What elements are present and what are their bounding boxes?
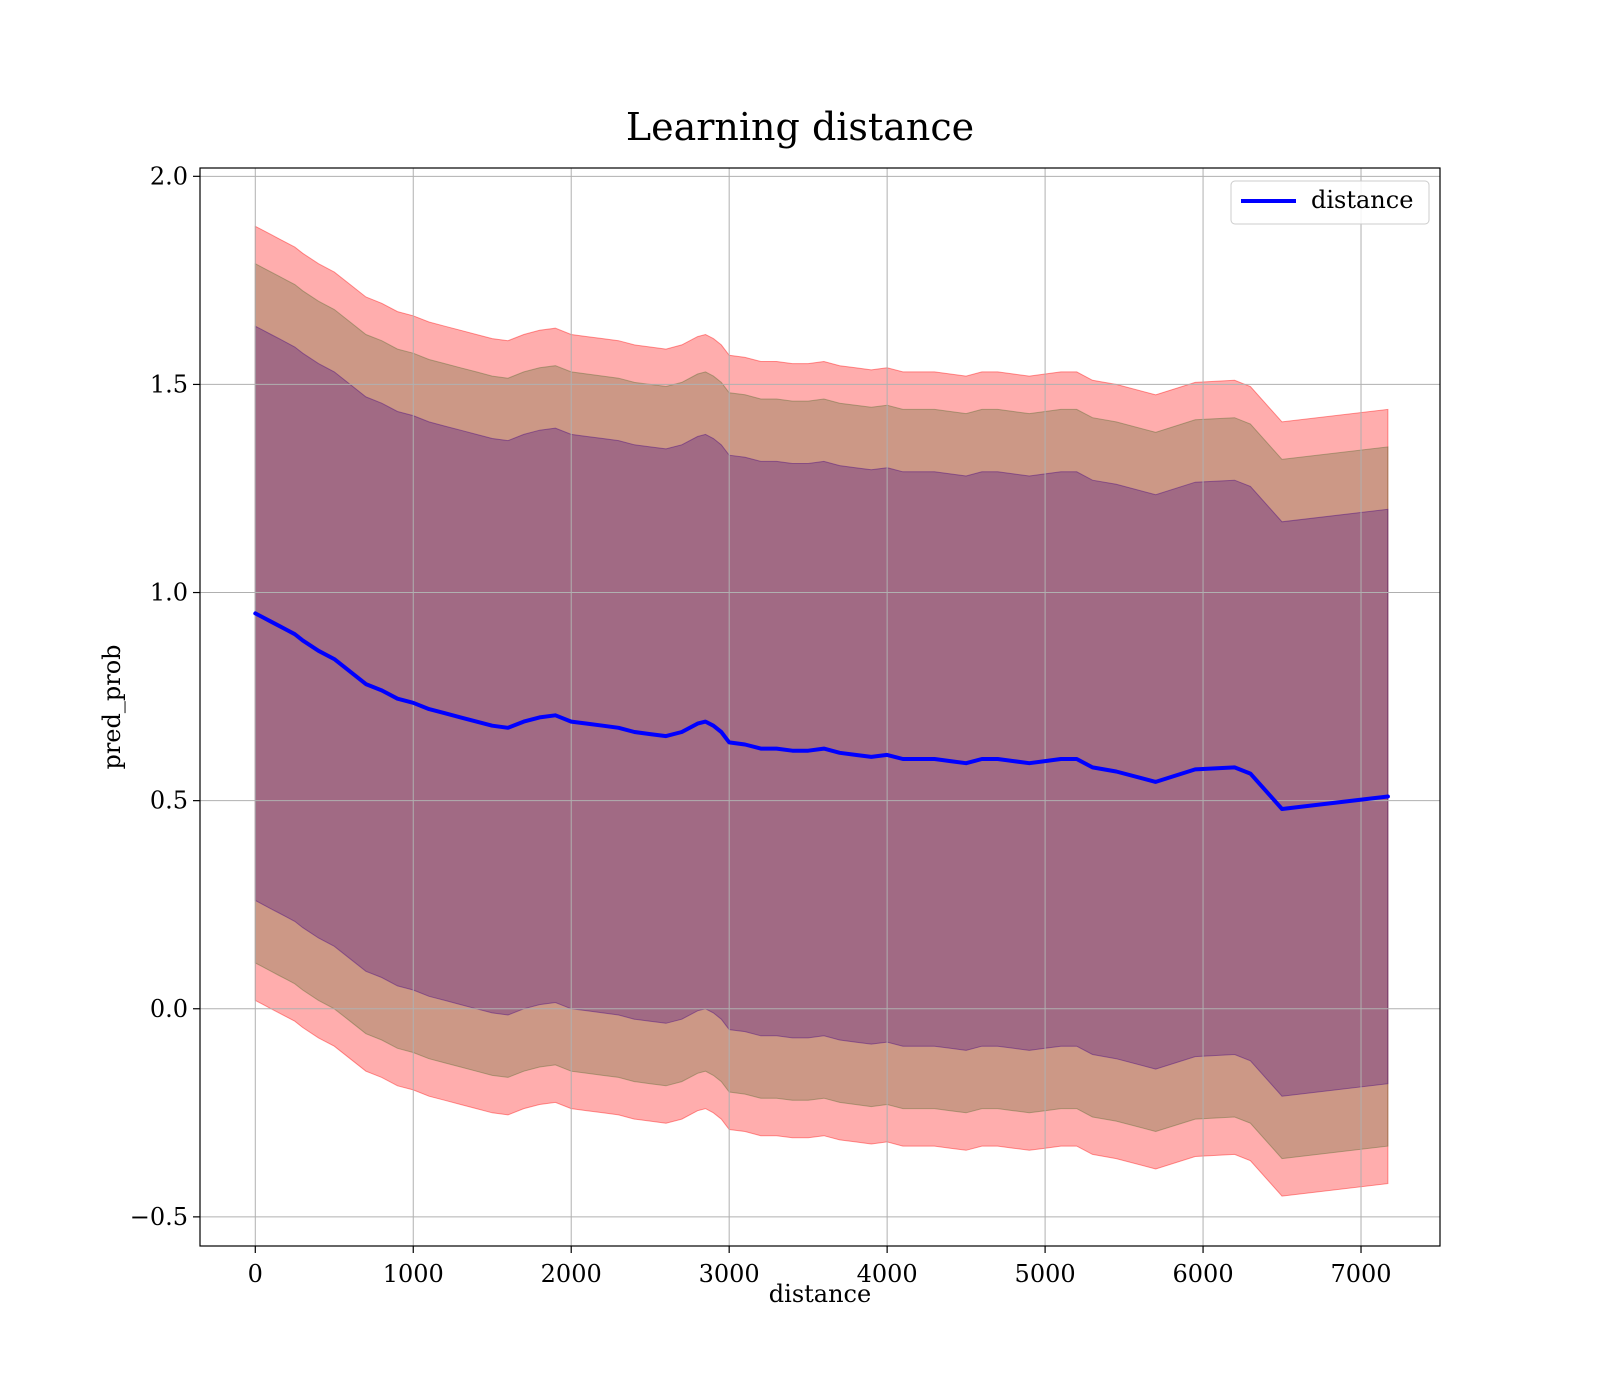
x-axis-label: distance bbox=[769, 1280, 871, 1308]
band-0-2 bbox=[254, 325, 1389, 1097]
legend-label: distance bbox=[1311, 186, 1413, 214]
y-axis-label: pred_prob bbox=[98, 644, 126, 769]
band-0-1 bbox=[254, 262, 1389, 1160]
grid-lines bbox=[200, 168, 1440, 1246]
y-tick-label: 1.0 bbox=[150, 579, 188, 607]
chart-title: Learning distance bbox=[626, 105, 974, 149]
x-tick-label: 3000 bbox=[699, 1260, 760, 1288]
confidence-bands bbox=[254, 225, 1389, 1197]
plot-frame bbox=[199, 167, 1441, 1247]
y-tick-label: 0.0 bbox=[150, 995, 188, 1023]
x-axis-ticks: 0 1000 2000 3000 4000 5000 6000 7000 bbox=[248, 1246, 1392, 1288]
y-tick-label: 0.5 bbox=[150, 787, 188, 815]
y-tick-label: 1.5 bbox=[150, 370, 188, 398]
band-0-0 bbox=[254, 225, 1389, 1197]
x-tick-label: 0 bbox=[248, 1260, 263, 1288]
series-lines bbox=[253, 611, 1390, 811]
x-tick-label: 7000 bbox=[1330, 1260, 1391, 1288]
y-tick-label: 2.0 bbox=[150, 162, 188, 190]
x-tick-label: 2000 bbox=[541, 1260, 602, 1288]
x-tick-label: 5000 bbox=[1015, 1260, 1076, 1288]
y-tick-label: −0.5 bbox=[130, 1203, 188, 1231]
x-tick-label: 1000 bbox=[383, 1260, 444, 1288]
y-axis-ticks: −0.5 0.0 0.5 1.0 1.5 2.0 bbox=[130, 162, 200, 1231]
series-line-0 bbox=[253, 611, 1390, 811]
x-tick-label: 6000 bbox=[1173, 1260, 1234, 1288]
legend: distance bbox=[1230, 180, 1430, 225]
legend-box bbox=[1230, 180, 1430, 225]
x-tick-label: 4000 bbox=[857, 1260, 918, 1288]
